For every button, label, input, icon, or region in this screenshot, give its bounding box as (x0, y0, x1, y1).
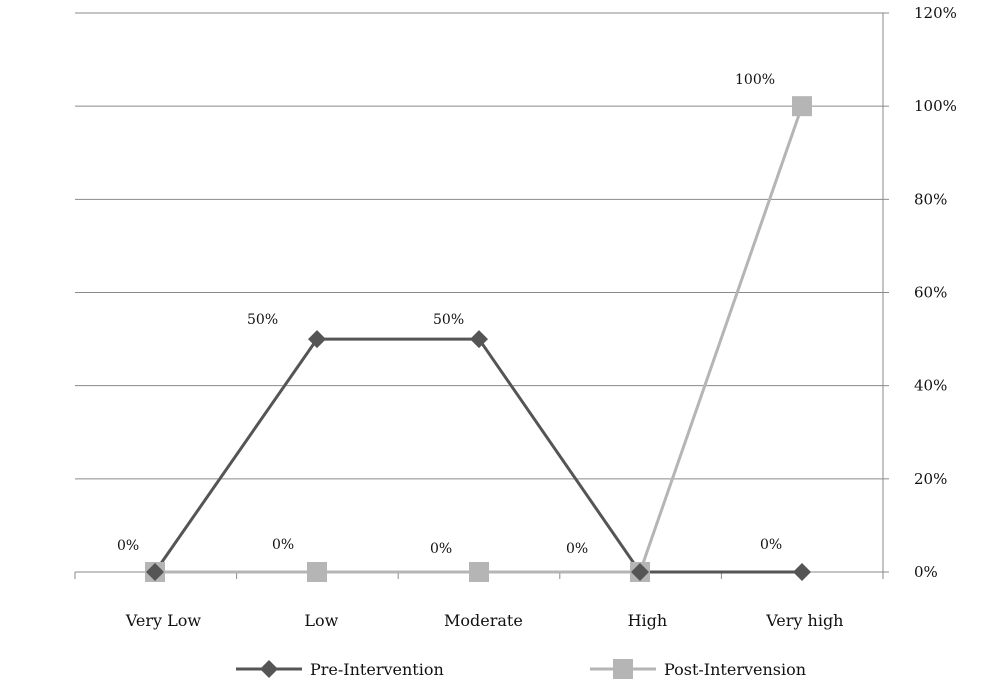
y-tick-label: 80% (914, 190, 947, 208)
data-point-post (307, 562, 327, 582)
legend-marker (613, 659, 633, 679)
x-tick-label: Very Low (125, 611, 202, 630)
y-tick-label: 120% (914, 4, 957, 22)
y-tick-label: 100% (914, 97, 957, 115)
x-tick-label: Very high (765, 611, 843, 630)
data-labels: 50% 50% 0% 0% 0% 0% 0% 100% (117, 72, 782, 557)
data-point-pre (470, 330, 488, 349)
x-tick-label: High (628, 611, 668, 630)
x-tick-label: Moderate (444, 611, 523, 630)
y-tick-label: 60% (914, 284, 947, 302)
legend-marker (260, 660, 278, 678)
legend-label: Post-Intervension (664, 660, 806, 679)
data-point-pre (146, 563, 164, 581)
x-tick-label: Low (304, 611, 338, 630)
data-label-post: 0% (566, 541, 588, 557)
data-point-pre (308, 330, 326, 349)
series-line-pre (153, 337, 802, 574)
y-tick-label: 40% (914, 377, 947, 395)
data-label-post: 0% (430, 541, 452, 557)
data-point-pre (793, 563, 811, 581)
y-tick-label: 20% (914, 470, 947, 488)
legend-label: Pre-Intervention (310, 660, 444, 679)
y-tick-label: 0% (914, 563, 938, 581)
gridlines (75, 12, 883, 480)
data-label-pre: 50% (433, 312, 464, 328)
series (145, 96, 812, 582)
data-label-post: 0% (272, 537, 294, 553)
data-label-post: 100% (735, 72, 775, 88)
legend: Pre-Intervention Post-Intervension (236, 659, 806, 679)
data-point-post (792, 96, 812, 117)
data-label-pre: 0% (760, 537, 782, 553)
data-point-post (469, 562, 489, 582)
axes: 0% 20% 40% 60% 80% 100% 120% Very Low Low Moderat… (74, 4, 957, 630)
data-point-pre (631, 563, 649, 581)
data-label-post: 0% (117, 538, 139, 554)
data-label-pre: 50% (247, 312, 278, 328)
